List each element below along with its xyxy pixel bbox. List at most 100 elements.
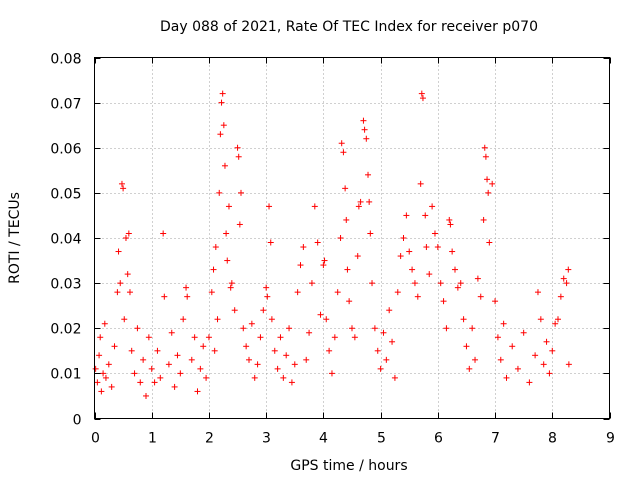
data-point [431, 230, 438, 237]
data-point [297, 262, 304, 269]
y-tick-label: 0.07 [50, 97, 81, 113]
data-point [118, 180, 125, 187]
y-tick-label: 0.02 [50, 322, 81, 338]
data-point [115, 248, 122, 255]
data-point [394, 289, 401, 296]
data-point [426, 271, 433, 278]
data-point [555, 316, 561, 323]
data-point [120, 185, 127, 192]
x-tick-label: 6 [434, 431, 443, 447]
data-point [457, 280, 464, 287]
data-point [342, 185, 349, 192]
data-point [406, 248, 413, 255]
data-point [101, 320, 108, 327]
data-point [257, 334, 264, 341]
data-point [454, 284, 461, 291]
x-tick-label: 5 [377, 431, 386, 447]
data-point [205, 334, 212, 341]
data-point [161, 293, 168, 300]
data-point [248, 320, 255, 327]
data-point [122, 235, 129, 241]
grid-lines [94, 57, 610, 419]
data-point [543, 338, 550, 345]
data-point [447, 221, 454, 228]
data-point [481, 144, 488, 151]
data-point [363, 135, 370, 142]
data-point [469, 325, 476, 332]
data-point [168, 329, 175, 336]
data-point [203, 374, 210, 381]
data-point [560, 275, 567, 282]
data-point [263, 284, 270, 291]
data-point [357, 198, 364, 205]
data-point [300, 244, 307, 251]
data-point [414, 293, 421, 300]
x-tick-label: 3 [262, 431, 271, 447]
data-point [124, 271, 131, 278]
data-point [371, 325, 378, 332]
data-point [565, 266, 572, 273]
data-point [96, 352, 103, 359]
data-point [417, 180, 424, 187]
data-point [374, 347, 381, 354]
data-point [274, 365, 281, 372]
y-tick-label: 0.03 [50, 277, 81, 293]
data-point [151, 379, 158, 386]
y-tick-label: 0.04 [50, 232, 81, 248]
data-point [321, 257, 328, 264]
y-axis-label: ROTI / TECUs [7, 192, 23, 284]
data-point [340, 149, 347, 156]
data-point [534, 289, 541, 296]
data-point [494, 334, 501, 341]
data-point [338, 140, 345, 147]
data-point [486, 239, 493, 246]
data-point [268, 316, 275, 323]
data-point [409, 266, 416, 273]
data-point [326, 347, 333, 354]
data-point [472, 356, 479, 363]
data-point [386, 307, 393, 314]
data-point [437, 280, 444, 287]
x-tick-label: 8 [548, 431, 557, 447]
data-point [277, 334, 284, 341]
data-point [291, 361, 298, 368]
data-point [540, 361, 547, 368]
data-point [303, 356, 310, 363]
data-point [117, 280, 124, 287]
data-point [434, 244, 441, 251]
data-point [231, 307, 238, 314]
data-point [343, 216, 350, 223]
y-tick-label: 0.06 [50, 142, 81, 158]
data-point [165, 361, 172, 368]
data-point [334, 289, 341, 296]
data-point [188, 356, 195, 363]
data-point [497, 356, 504, 363]
data-point [314, 239, 321, 246]
data-point [125, 230, 132, 237]
data-point [200, 343, 207, 350]
data-point [306, 329, 313, 336]
data-point [446, 216, 453, 223]
data-point [320, 262, 327, 269]
data-point [411, 280, 418, 287]
data-point [526, 379, 533, 386]
data-point [260, 307, 267, 314]
data-point [563, 280, 570, 287]
data-point [234, 144, 241, 151]
data-point [422, 212, 429, 219]
data-point [480, 216, 487, 223]
data-point [288, 379, 295, 386]
data-point [157, 374, 164, 381]
data-point [235, 153, 242, 160]
chart-title: Day 088 of 2021, Rate Of TEC Index for r… [160, 19, 538, 35]
data-point [503, 374, 510, 381]
data-point [354, 253, 361, 260]
data-point [246, 356, 252, 363]
data-point [237, 189, 244, 196]
data-point [403, 212, 410, 219]
data-point [114, 289, 121, 296]
data-point [328, 370, 335, 377]
data-point [549, 347, 556, 354]
data-point [400, 235, 407, 241]
